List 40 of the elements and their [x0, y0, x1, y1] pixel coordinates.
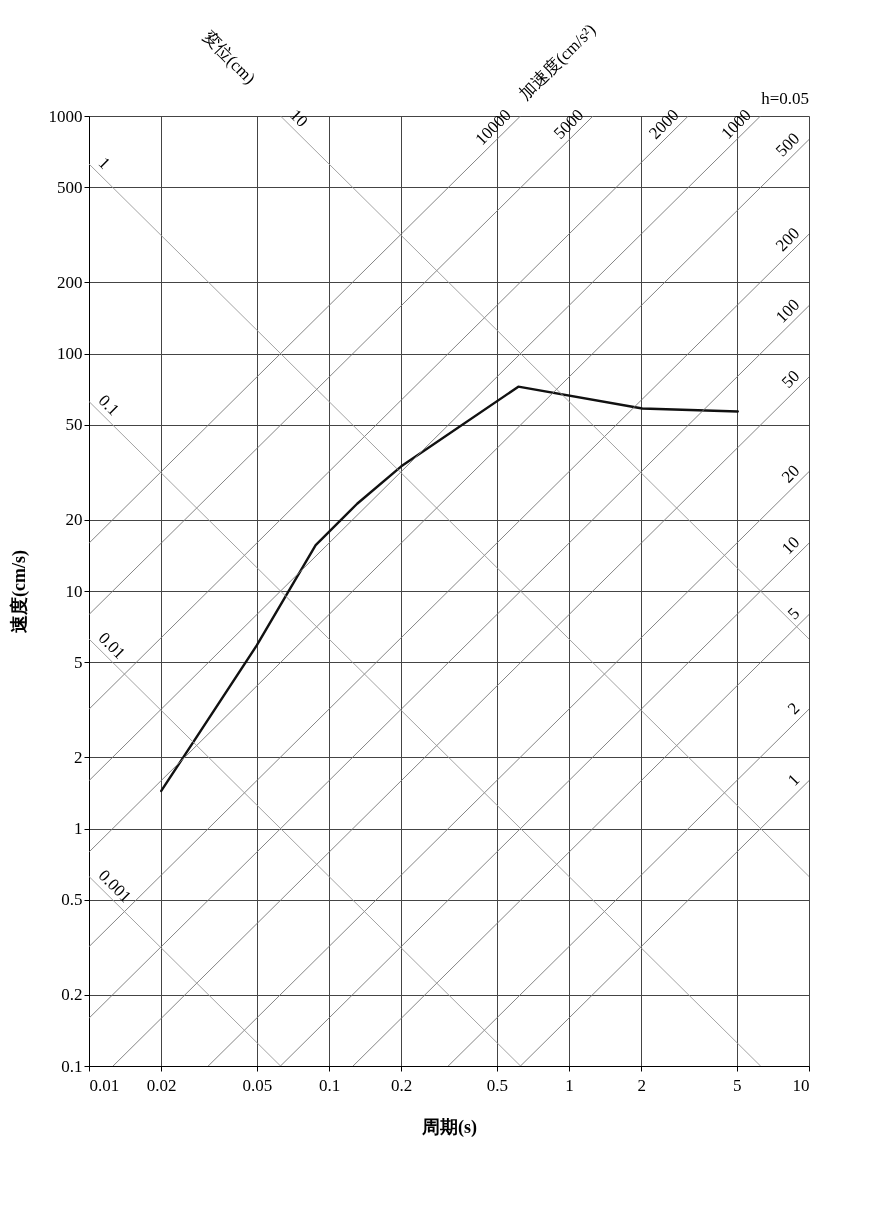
- text: 10: [777, 532, 804, 559]
- y-tick-label: 5: [74, 652, 83, 672]
- text: 100: [771, 295, 804, 327]
- text: 20: [777, 461, 804, 487]
- y-tick-label: 0.5: [61, 890, 83, 910]
- text: 2: [783, 698, 804, 719]
- x-tick-label: 0.02: [146, 1075, 177, 1095]
- y-tick-label: 2: [74, 747, 83, 767]
- x-tick-label: 0.05: [242, 1075, 273, 1095]
- y-tick-label: 100: [57, 344, 83, 363]
- text: 1: [94, 153, 115, 173]
- x-tick-label: 1: [565, 1075, 574, 1095]
- text: 1: [783, 770, 804, 790]
- x-axis-title: 周期(s): [421, 1116, 477, 1138]
- y-axis-title: 速度(cm/s): [8, 550, 30, 633]
- y-tick-label: 20: [65, 510, 83, 530]
- y-tick-label: 0.1: [61, 1056, 83, 1076]
- y-tick-label: 1000: [48, 106, 83, 126]
- text: 500: [771, 128, 804, 161]
- x-tick-label: 0.1: [318, 1075, 341, 1095]
- text: 0.01: [94, 628, 130, 663]
- x-tick-label: 0.5: [486, 1075, 508, 1095]
- text: h=0.05: [761, 89, 809, 108]
- y-tick-label: 500: [57, 177, 83, 197]
- text: 10: [286, 105, 312, 131]
- text: 変位(cm): [199, 27, 260, 88]
- x-tick-label: 0.2: [391, 1075, 413, 1095]
- y-tick-label: 1: [74, 819, 83, 838]
- x-tick-label: 0.01: [89, 1075, 120, 1095]
- text: 5: [783, 603, 804, 624]
- text: 200: [771, 223, 804, 256]
- x-tick-label: 2: [637, 1075, 646, 1095]
- y-tick-label: 0.2: [61, 985, 83, 1005]
- y-tick-label: 10: [65, 581, 83, 601]
- x-tick-label: 10: [792, 1075, 810, 1095]
- x-tick-label: 5: [733, 1075, 742, 1095]
- y-tick-label: 200: [57, 272, 83, 292]
- y-tick-label: 50: [65, 415, 83, 435]
- text: 0.1: [94, 390, 124, 420]
- text: 50: [777, 366, 804, 392]
